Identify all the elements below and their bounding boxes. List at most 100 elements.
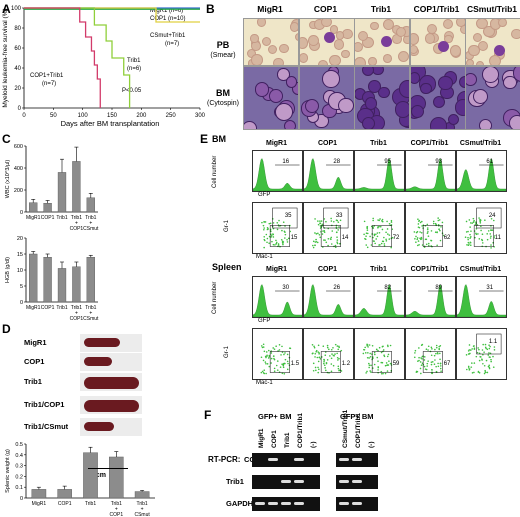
gate-bottom bbox=[320, 225, 341, 247]
leukocyte-cell bbox=[437, 40, 449, 52]
e-sp-gr1-label: Gr-1 bbox=[224, 346, 230, 358]
event-dot bbox=[433, 363, 436, 366]
event-dot bbox=[437, 217, 439, 219]
flow-dotplot: 1.1 bbox=[456, 328, 507, 380]
e-bm-col-1: COP1 bbox=[317, 140, 338, 147]
bar bbox=[109, 456, 124, 499]
event-dot bbox=[331, 353, 333, 355]
event-dot bbox=[434, 231, 437, 234]
event-dot bbox=[326, 344, 329, 347]
event-dot bbox=[330, 363, 333, 365]
bar-category-label: Trib1 bbox=[136, 501, 147, 507]
event-dot bbox=[312, 362, 315, 365]
histogram-fill bbox=[304, 158, 353, 191]
event-dot bbox=[327, 238, 330, 240]
event-dot bbox=[334, 343, 337, 346]
event-dot bbox=[485, 359, 488, 362]
event-dot bbox=[366, 232, 369, 235]
event-dot bbox=[487, 365, 490, 368]
histogram-fill bbox=[457, 284, 506, 317]
event-dot bbox=[270, 357, 273, 360]
event-dot bbox=[430, 363, 433, 366]
pb-smear-image bbox=[409, 18, 466, 66]
event-dot bbox=[380, 370, 383, 373]
event-dot bbox=[483, 372, 486, 375]
event-dot bbox=[489, 352, 492, 355]
event-dot bbox=[263, 238, 266, 241]
event-dot bbox=[312, 246, 315, 249]
bar-category-label: + bbox=[89, 311, 92, 317]
rbc-cell bbox=[483, 25, 496, 38]
event-dot bbox=[260, 371, 263, 374]
gate-top bbox=[272, 207, 298, 229]
event-dot bbox=[417, 223, 420, 225]
event-dot bbox=[366, 370, 368, 373]
flow-dotplot: 72 bbox=[354, 202, 405, 254]
event-dot bbox=[263, 227, 265, 229]
event-dot bbox=[426, 227, 429, 229]
event-dot bbox=[365, 235, 367, 237]
event-dot bbox=[327, 348, 330, 351]
event-dot bbox=[378, 219, 380, 222]
event-dot bbox=[373, 351, 376, 354]
event-dot bbox=[330, 348, 333, 351]
event-dot bbox=[262, 346, 265, 348]
leukocyte-cell bbox=[324, 31, 336, 43]
event-dot bbox=[338, 226, 340, 228]
event-dot bbox=[277, 243, 280, 245]
event-dot bbox=[339, 242, 341, 245]
bm-cell bbox=[305, 98, 319, 113]
event-dot bbox=[263, 246, 265, 249]
event-dot bbox=[268, 222, 271, 225]
event-dot bbox=[266, 226, 269, 229]
rbc-cell bbox=[273, 57, 284, 65]
gel-band bbox=[255, 502, 265, 505]
y-tick-label: 20 bbox=[14, 86, 21, 92]
rbc-cell bbox=[382, 19, 394, 30]
event-dot bbox=[316, 241, 319, 244]
event-dot bbox=[330, 238, 332, 241]
histogram-percent: 30 bbox=[282, 285, 289, 291]
gel-band bbox=[339, 502, 349, 505]
event-dot bbox=[317, 220, 319, 222]
event-dot bbox=[436, 231, 438, 234]
event-dot bbox=[369, 235, 371, 238]
event-dot bbox=[426, 232, 429, 234]
event-dot bbox=[485, 347, 487, 350]
event-dot bbox=[273, 357, 275, 360]
event-dot bbox=[272, 347, 275, 349]
flow-dotplot: 35 15 bbox=[252, 202, 303, 254]
e-sp-col-3: COP1/Trib1 bbox=[410, 266, 449, 273]
event-dot bbox=[427, 349, 429, 351]
x-tick-label: 300 bbox=[195, 113, 205, 119]
bm-cell bbox=[378, 86, 390, 99]
event-dot bbox=[439, 362, 442, 365]
event-dot bbox=[315, 233, 318, 235]
event-dot bbox=[330, 243, 333, 245]
histogram-fill bbox=[355, 284, 404, 317]
event-dot bbox=[364, 346, 366, 349]
event-dot bbox=[423, 359, 426, 361]
flow-histogram: 26 bbox=[303, 276, 354, 318]
event-dot bbox=[467, 236, 469, 239]
event-dot bbox=[279, 366, 282, 368]
event-dot bbox=[286, 368, 289, 371]
event-dot bbox=[486, 348, 489, 351]
event-dot bbox=[414, 352, 416, 354]
event-dot bbox=[281, 363, 283, 366]
event-dot bbox=[473, 362, 476, 364]
event-dot bbox=[373, 363, 376, 366]
event-dot bbox=[383, 243, 386, 245]
event-dot bbox=[484, 371, 487, 374]
event-dot bbox=[435, 370, 438, 373]
y-tick-label: 20 bbox=[17, 236, 23, 242]
dotplot-plot: 72 bbox=[363, 217, 400, 249]
histogram-plot: 95 bbox=[355, 158, 404, 191]
histogram-plot: 28 bbox=[304, 158, 353, 191]
event-dot bbox=[319, 236, 322, 239]
histogram-percent: 89 bbox=[435, 285, 442, 291]
event-dot bbox=[469, 226, 471, 228]
event-dot bbox=[438, 219, 441, 221]
event-dot bbox=[425, 243, 428, 246]
bar-category-label: COP1 bbox=[70, 226, 84, 230]
